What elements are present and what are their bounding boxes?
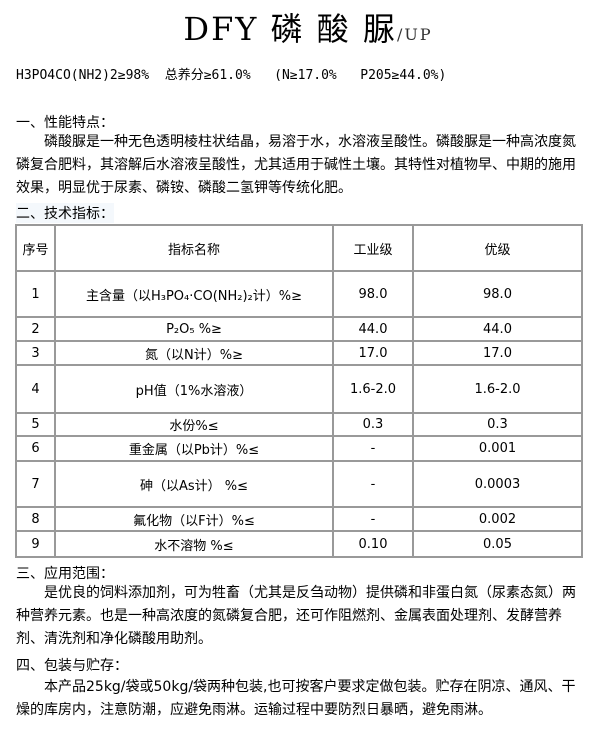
table-cell: 98.0 <box>332 270 414 318</box>
table-row: 7 砷（以As计） %≤ -0.0003 <box>15 460 583 508</box>
table-cell: 0.001 <box>412 435 583 462</box>
table-cell: 98.0 <box>412 270 583 318</box>
spec-table: 序号 指标名称 工业级 优级 1 主含量（以H₃PO₄·CO(NH₂)₂计）%≥ 98.0 9… <box>15 224 583 558</box>
table-cell: 0.3 <box>332 412 414 437</box>
table-cell: 44.0 <box>332 316 414 342</box>
page-title: DFY 磷 酸 脲/UP <box>0 4 616 50</box>
table-cell: 主含量（以H₃PO₄·CO(NH₂)₂计）%≥ <box>54 270 334 318</box>
section3-heading: 三、应用范围： <box>16 566 114 582</box>
table-row: 8 氟化物（以F计）%≤ -0.002 <box>15 506 583 532</box>
table-cell: 2 <box>15 316 56 342</box>
table-row: 5 水份%≤ 0.3 0.3 <box>15 412 583 437</box>
section2-heading: 二、技术指标： <box>16 203 114 223</box>
table-cell: 水不溶物 %≤ <box>54 530 334 558</box>
title-main: DFY 磷 酸 脲 <box>183 10 397 48</box>
section4-heading: 四、包装与贮存： <box>16 658 128 674</box>
table-cell: 6 <box>15 435 56 462</box>
table-cell: 7 <box>15 460 56 508</box>
table-cell: 砷（以As计） %≤ <box>54 460 334 508</box>
table-cell: 0.10 <box>332 530 414 558</box>
table-cell: P₂O₅ %≥ <box>54 316 334 342</box>
table-cell: 1.6-2.0 <box>332 364 414 414</box>
table-cell: 水份%≤ <box>54 412 334 437</box>
section1-heading: 一、性能特点： <box>16 115 114 131</box>
table-cell: 氮（以N计）%≥ <box>54 340 334 366</box>
table-header-cell: 指标名称 <box>54 224 334 272</box>
spec-line: H3PO4CO(NH2)2≥98% 总养分≥61.0% (N≥17.0% P20… <box>16 68 447 83</box>
table-cell: - <box>332 435 414 462</box>
table-cell: 0.3 <box>412 412 583 437</box>
title-suffix: /UP <box>396 25 433 44</box>
table-header-cell: 工业级 <box>332 224 414 272</box>
table-row: 4 pH值（1%水溶液） 1.6-2.0 1.6-2.0 <box>15 364 583 414</box>
table-cell: 重金属（以Pb计）%≤ <box>54 435 334 462</box>
table-cell: 17.0 <box>332 340 414 366</box>
table-row: 3 氮（以N计）%≥ 17.0 17.0 <box>15 340 583 366</box>
section3-text: 是优良的饲料添加剂，可为牲畜（尤其是反刍动物）提供磷和非蛋白氮（尿素态氮）两种营… <box>16 585 576 647</box>
table-cell: - <box>332 506 414 532</box>
table-cell: 1.6-2.0 <box>412 364 583 414</box>
table-cell: 1 <box>15 270 56 318</box>
table-cell: 0.05 <box>412 530 583 558</box>
table-header-row: 序号 指标名称 工业级 优级 <box>15 224 583 272</box>
table-cell: 8 <box>15 506 56 532</box>
table-cell: 3 <box>15 340 56 366</box>
table-header-cell: 优级 <box>412 224 583 272</box>
table-cell: 5 <box>15 412 56 437</box>
table-cell: 0.0003 <box>412 460 583 508</box>
table-cell: 氟化物（以F计）%≤ <box>54 506 334 532</box>
table-cell: - <box>332 460 414 508</box>
section1-text: 磷酸脲是一种无色透明棱柱状结晶，易溶于水，水溶液呈酸性。磷酸脲是一种高浓度氮磷复… <box>16 134 576 196</box>
table-cell: pH值（1%水溶液） <box>54 364 334 414</box>
table-row: 2 P₂O₅ %≥ 44.0 44.0 <box>15 316 583 342</box>
table-header-cell: 序号 <box>15 224 56 272</box>
table-cell: 44.0 <box>412 316 583 342</box>
table-cell: 17.0 <box>412 340 583 366</box>
table-row: 1 主含量（以H₃PO₄·CO(NH₂)₂计）%≥ 98.0 98.0 <box>15 270 583 318</box>
table-row: 9 水不溶物 %≤ 0.10 0.05 <box>15 530 583 558</box>
section4-text: 本产品25kg/袋或50kg/袋两种包装,也可按客户要求定做包装。贮存在阴凉、通… <box>16 679 576 718</box>
table-row: 6 重金属（以Pb计）%≤ -0.001 <box>15 435 583 462</box>
table-cell: 4 <box>15 364 56 414</box>
table-cell: 9 <box>15 530 56 558</box>
table-cell: 0.002 <box>412 506 583 532</box>
